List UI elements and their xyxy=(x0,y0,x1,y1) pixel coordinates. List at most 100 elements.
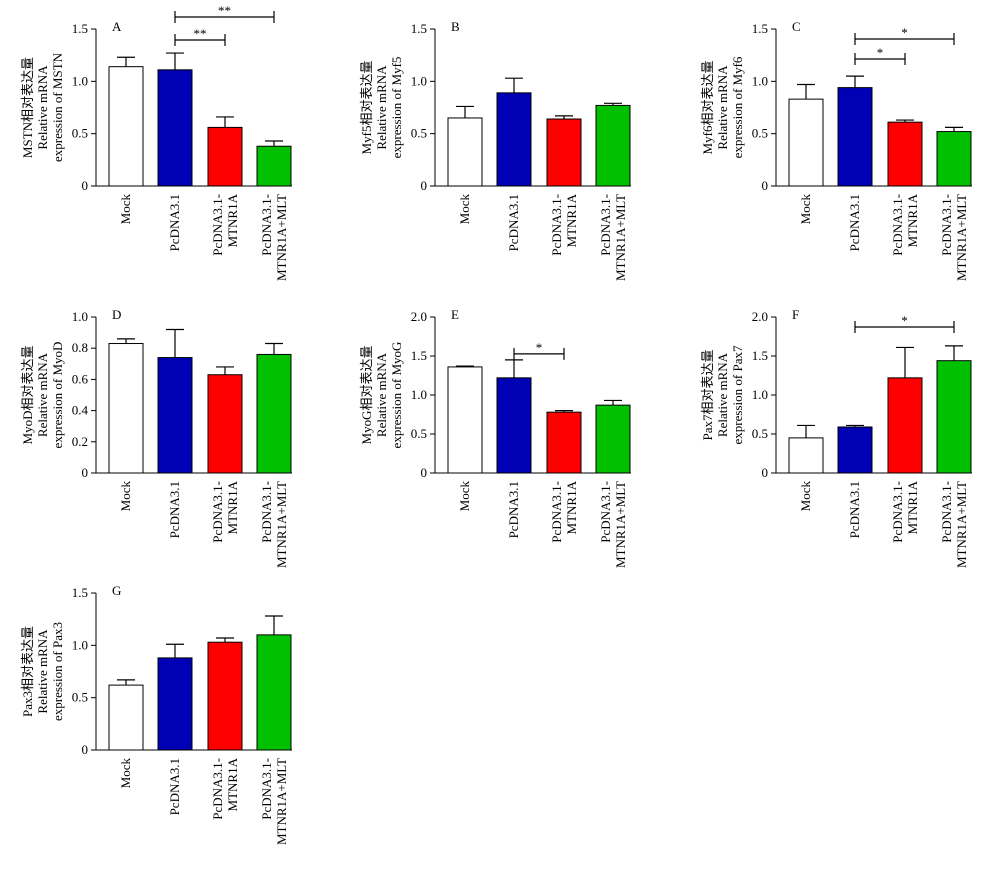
bar xyxy=(207,641,243,751)
x-tick-label: PcDNA3.1-MTNR1A+MLT xyxy=(259,758,289,845)
x-tick-label: PcDNA3.1-MTNR1A xyxy=(890,480,920,542)
bar xyxy=(207,374,243,474)
significance-bracket: * xyxy=(513,340,565,360)
bar xyxy=(546,411,582,474)
bar xyxy=(447,117,483,187)
bar xyxy=(256,353,292,474)
significance-label: * xyxy=(877,45,884,60)
bar xyxy=(595,104,631,187)
x-tick-label: PcDNA3.1-MTNR1A xyxy=(549,480,579,542)
y-tick-label: 1.0 xyxy=(411,387,427,402)
y-tick-label: 1.0 xyxy=(752,387,768,402)
x-tick-label: PcDNA3.1 xyxy=(847,194,862,251)
bar xyxy=(837,426,873,474)
significance-bracket: * xyxy=(854,313,955,333)
x-tick-label: PcDNA3.1-MTNR1A+MLT xyxy=(598,481,628,568)
panel-label: D xyxy=(112,307,121,322)
x-tick-label: PcDNA3.1-MTNR1A+MLT xyxy=(939,481,969,568)
y-tick-label: 0 xyxy=(82,742,89,757)
bar xyxy=(595,404,631,474)
y-tick-label: 1.5 xyxy=(752,348,768,363)
y-tick-label: 0 xyxy=(82,465,89,480)
y-tick-label: 1.5 xyxy=(72,585,88,600)
bar xyxy=(157,657,193,751)
bar xyxy=(447,366,483,474)
bar xyxy=(788,98,824,187)
bar xyxy=(157,69,193,187)
y-axis-title: MyoG相对表达量Relative mRNAexpression of MyoG xyxy=(359,342,404,449)
x-tick-label: Mock xyxy=(118,194,133,225)
panel-label: A xyxy=(112,19,122,34)
bar xyxy=(887,377,923,474)
significance-label: * xyxy=(901,25,908,40)
bar xyxy=(546,118,582,187)
significance-label: * xyxy=(901,313,908,328)
panel-label: B xyxy=(451,19,460,34)
y-tick-label: 1.0 xyxy=(752,73,768,88)
bar xyxy=(936,131,972,187)
bar xyxy=(837,87,873,187)
panel-label: E xyxy=(451,307,459,322)
panel-d: D 0 0.2 0.4 0.6 0.8 1.0 MyoD相对表达量Relative mRNAe… xyxy=(20,307,292,568)
panel-label: G xyxy=(112,583,121,598)
y-tick-label: 0 xyxy=(82,178,89,193)
bar xyxy=(936,360,972,474)
y-tick-label: 2.0 xyxy=(411,309,427,324)
x-tick-label: PcDNA3.1-MTNR1A xyxy=(549,193,579,255)
y-tick-label: 0.6 xyxy=(72,371,89,386)
significance-label: ** xyxy=(194,26,207,41)
x-tick-label: Mock xyxy=(798,481,813,512)
x-tick-label: PcDNA3.1-MTNR1A xyxy=(210,193,240,255)
bar xyxy=(157,357,193,474)
y-tick-label: 1.5 xyxy=(72,21,88,36)
y-tick-label: 1.5 xyxy=(752,21,768,36)
bar xyxy=(207,126,243,187)
x-tick-label: PcDNA3.1-MTNR1A+MLT xyxy=(259,481,289,568)
y-tick-label: 0 xyxy=(762,178,769,193)
panel-a: A 0 0.5 1.0 1.5 MSTN相对表达量Relative mRNAexpress… xyxy=(20,3,292,281)
y-tick-label: 0.8 xyxy=(72,340,88,355)
y-tick-label: 0 xyxy=(762,465,769,480)
x-tick-label: Mock xyxy=(457,481,472,512)
y-tick-label: 0.5 xyxy=(72,690,88,705)
x-tick-label: PcDNA3.1 xyxy=(167,194,182,251)
x-tick-label: Mock xyxy=(118,481,133,512)
x-tick-label: PcDNA3.1 xyxy=(167,481,182,538)
y-tick-label: 0 xyxy=(421,178,428,193)
x-tick-label: PcDNA3.1 xyxy=(506,481,521,538)
panel-c: C 0 0.5 1.0 1.5 Myf6相对表达量Relative mRNAexpress… xyxy=(700,19,972,281)
x-tick-label: PcDNA3.1-MTNR1A+MLT xyxy=(598,194,628,281)
y-tick-label: 0.5 xyxy=(752,426,768,441)
y-axis-title: Pax7相对表达量Relative mRNAexpression of Pax7 xyxy=(700,345,745,444)
significance-label: ** xyxy=(218,3,231,18)
bar xyxy=(108,684,144,751)
panel-label: F xyxy=(792,307,799,322)
x-tick-label: PcDNA3.1-MTNR1A+MLT xyxy=(939,194,969,281)
y-axis-title: MyoD相对表达量Relative mRNAexpression of MyoD xyxy=(20,342,65,449)
y-tick-label: 0.5 xyxy=(752,126,768,141)
y-tick-label: 0.5 xyxy=(72,126,88,141)
bar xyxy=(256,145,292,187)
y-axis-title: Myf6相对表达量Relative mRNAexpression of Myf6 xyxy=(700,56,745,158)
y-tick-label: 1.0 xyxy=(72,309,88,324)
x-tick-label: PcDNA3.1 xyxy=(167,758,182,815)
y-tick-label: 0.4 xyxy=(72,403,89,418)
panel-e: E 0 0.5 1.0 1.5 2.0 MyoG相对表达量Relative mRNAexpr… xyxy=(359,307,631,568)
significance-bracket: ** xyxy=(174,26,226,46)
x-tick-label: Mock xyxy=(118,758,133,789)
x-tick-label: PcDNA3.1 xyxy=(847,481,862,538)
y-tick-label: 1.0 xyxy=(411,73,427,88)
panel-f: F 0 0.5 1.0 1.5 2.0 Pax7相对表达量Relative mRNAexpr… xyxy=(700,307,972,568)
y-axis-title: Pax3相对表达量Relative mRNAexpression of Pax3 xyxy=(20,622,65,721)
x-tick-label: PcDNA3.1 xyxy=(506,194,521,251)
bar xyxy=(108,66,144,187)
y-tick-label: 0.2 xyxy=(72,434,88,449)
y-axis-title: Myf5相对表达量Relative mRNAexpression of Myf5 xyxy=(359,57,404,159)
bar xyxy=(496,377,532,474)
significance-label: * xyxy=(536,340,543,355)
bar xyxy=(108,343,144,474)
bar xyxy=(788,437,824,474)
y-tick-label: 0 xyxy=(421,465,428,480)
